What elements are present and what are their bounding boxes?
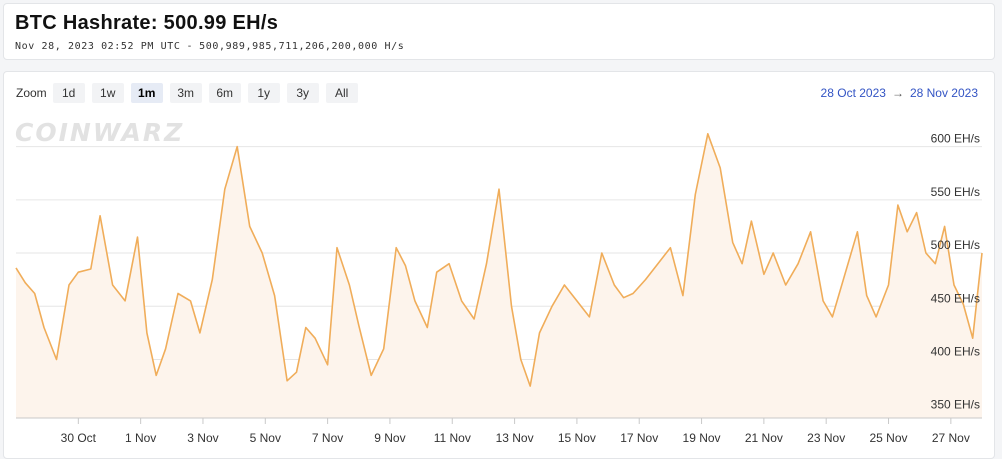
y-tick-label: 350 EH/s <box>931 398 980 412</box>
date-range: 28 Oct 2023 → 28 Nov 2023 <box>821 86 978 100</box>
y-tick-label: 500 EH/s <box>931 238 980 252</box>
x-tick-label: 1 Nov <box>125 431 156 445</box>
zoom-button-1y[interactable]: 1y <box>247 83 280 103</box>
hashrate-series-line <box>15 133 983 387</box>
y-tick-label: 400 EH/s <box>931 344 980 358</box>
y-tick-label: 450 EH/s <box>931 291 980 305</box>
page-title: BTC Hashrate: 500.99 EH/s <box>15 12 279 34</box>
zoom-button-all[interactable]: All <box>325 83 358 103</box>
separator: - <box>186 41 194 52</box>
x-axis: 30 Oct 1 Nov 3 Nov 5 Nov 7 Nov 9 Nov 11 Nov 13 … <box>16 417 982 445</box>
x-tick-label: 17 Nov <box>620 431 658 445</box>
y-tick-label: 600 EH/s <box>931 132 980 146</box>
x-tick-label: 13 Nov <box>496 431 534 445</box>
x-tick-label: 19 Nov <box>683 431 721 445</box>
x-tick-label: 3 Nov <box>187 431 218 445</box>
x-tick-label: 7 Nov <box>312 431 343 445</box>
timestamp: Nov 28, 2023 02:52 PM UTC <box>15 41 181 52</box>
zoom-button-1m[interactable]: 1m <box>130 83 163 103</box>
zoom-label: Zoom <box>16 86 47 100</box>
x-tick-label: 9 Nov <box>374 431 405 445</box>
zoom-button-1d[interactable]: 1d <box>52 83 85 103</box>
y-axis-labels: 350 EH/s 400 EH/s 450 EH/s 500 EH/s 550 EH/s… <box>931 132 980 412</box>
y-tick-label: 550 EH/s <box>931 185 980 199</box>
subtitle-line: Nov 28, 2023 02:52 PM UTC -500,989,985,71… <box>15 41 404 52</box>
coinwarz-logo: COINWARZ <box>15 118 185 147</box>
x-tick-label: 30 Oct <box>61 431 97 445</box>
range-start[interactable]: 28 Oct 2023 <box>820 86 886 100</box>
x-tick-label: 5 Nov <box>250 431 281 445</box>
zoom-button-6m[interactable]: 6m <box>208 83 241 103</box>
header-card: BTC Hashrate: 500.99 EH/s Nov 28, 2023 0… <box>3 3 995 60</box>
zoom-button-1w[interactable]: 1w <box>91 83 124 103</box>
raw-hashrate: 500,989,985,711,206,200,000 H/s <box>199 41 405 52</box>
x-tick-label: 25 Nov <box>870 431 908 445</box>
x-tick-label: 15 Nov <box>558 431 596 445</box>
zoom-button-3m[interactable]: 3m <box>169 83 202 103</box>
x-tick-label: 11 Nov <box>434 431 471 445</box>
zoom-button-3y[interactable]: 3y <box>286 83 319 103</box>
zoom-bar: Zoom 1d 1w 1m 3m 6m 1y 3y All <box>16 83 365 103</box>
x-tick-label: 27 Nov <box>932 431 970 445</box>
range-end[interactable]: 28 Nov 2023 <box>909 86 978 100</box>
hashrate-area <box>16 133 982 419</box>
range-arrow: → <box>891 86 904 100</box>
x-tick-label: 21 Nov <box>745 431 783 445</box>
x-tick-label: 23 Nov <box>807 431 845 445</box>
